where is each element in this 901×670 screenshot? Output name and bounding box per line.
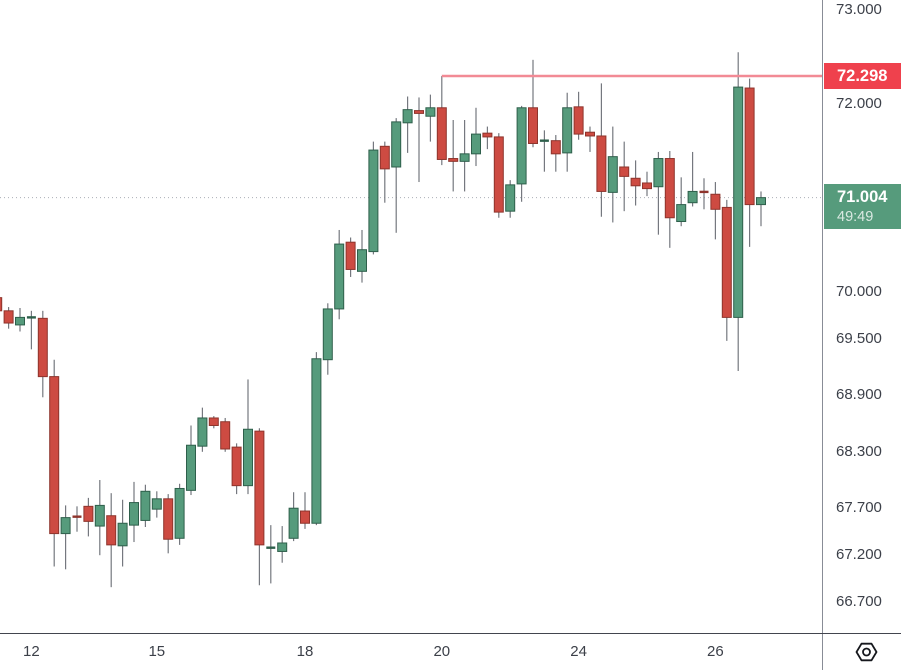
candle-body	[642, 182, 652, 190]
candle-body	[208, 417, 219, 426]
candle-body	[311, 358, 322, 524]
candle-body	[174, 487, 185, 539]
candle-body	[550, 140, 561, 155]
candle-body	[528, 107, 538, 144]
candle-body	[562, 107, 573, 154]
candle-body	[414, 110, 424, 114]
candle-body	[368, 149, 379, 253]
candle-body	[357, 249, 367, 272]
candle-body	[493, 136, 504, 213]
candle-body	[676, 204, 687, 223]
candle-body	[334, 243, 345, 310]
candle-body	[243, 428, 253, 487]
candle-body	[277, 542, 288, 552]
candle-body	[744, 87, 755, 206]
axis-corner-separator	[822, 634, 823, 670]
price-axis-label: 67.700	[836, 499, 882, 517]
candle-body	[653, 158, 664, 188]
time-axis-label: 15	[148, 643, 166, 660]
candle-body	[448, 158, 459, 162]
scale-settings-gear-button[interactable]	[844, 637, 888, 667]
candle-body	[687, 190, 698, 204]
candle-body	[756, 197, 766, 206]
alert-price-badge[interactable]: 72.298	[824, 63, 901, 89]
candle-body	[459, 153, 470, 162]
price-axis-label: 68.300	[836, 442, 882, 460]
candle-body	[573, 106, 584, 135]
time-axis[interactable]: 12 15 18 20 24 26	[0, 633, 901, 670]
candle-body	[345, 241, 356, 270]
candle-body	[0, 297, 3, 312]
candle-body	[94, 504, 105, 527]
candle-body	[220, 421, 231, 450]
candle-body	[151, 498, 162, 510]
price-axis-label: 69.500	[836, 330, 882, 347]
candle-body	[83, 505, 94, 522]
candle-body	[140, 490, 151, 521]
candle-body	[3, 310, 14, 324]
settings-gear-icon	[855, 642, 877, 662]
price-axis[interactable]: 66.700 67.200 67.700 68.300 68.900 69.500 70.0…	[822, 0, 901, 633]
candle-body	[471, 133, 481, 155]
last-price-value: 71.004	[837, 187, 888, 206]
candle-body	[391, 121, 402, 168]
price-axis-label: 66.700	[836, 593, 882, 611]
candle-body	[482, 132, 493, 138]
time-axis-label: 26	[707, 643, 724, 660]
candle-body	[721, 206, 732, 318]
price-axis-label: 72.000	[836, 95, 882, 112]
candle-body	[266, 546, 276, 549]
alert-price-value: 72.298	[837, 66, 888, 85]
candle-body	[300, 510, 310, 524]
candle-body	[72, 515, 82, 518]
candle-body	[664, 158, 675, 219]
price-axis-label: 67.200	[836, 546, 882, 564]
candle-body	[733, 86, 744, 318]
candle-body	[60, 517, 71, 535]
candle-body	[288, 507, 299, 539]
time-axis-label: 12	[23, 643, 40, 660]
candle-body	[231, 446, 242, 487]
time-axis-label: 20	[433, 643, 451, 660]
candle-body	[322, 308, 333, 361]
candle-body	[129, 502, 139, 526]
candle-body	[596, 135, 607, 192]
candle-body	[436, 107, 447, 160]
price-axis-label: 73.000	[836, 1, 882, 18]
candle-body	[505, 184, 516, 212]
candle-body	[425, 107, 436, 117]
price-axis-label: 70.000	[836, 283, 882, 300]
candle-body	[539, 139, 549, 142]
candle-body	[699, 190, 709, 194]
bar-countdown: 49:49	[837, 208, 874, 225]
candle-body	[607, 156, 618, 193]
candle-body	[516, 107, 527, 185]
candle-body	[197, 417, 208, 447]
candle-body	[15, 316, 25, 326]
candle-body	[106, 515, 117, 546]
candle-body	[163, 498, 174, 540]
candle-body	[585, 131, 595, 137]
candle-body	[619, 166, 630, 177]
time-axis-label: 24	[570, 643, 587, 660]
candle-body	[402, 109, 413, 124]
candlestick-chart[interactable]	[0, 0, 822, 633]
candle-body	[49, 376, 60, 535]
candle-body	[26, 316, 36, 319]
candle-body	[379, 145, 390, 170]
candle-body	[186, 444, 196, 491]
candle-body	[254, 430, 265, 546]
time-axis-label: 18	[296, 643, 314, 660]
last-price-badge: 71.004 49:49	[824, 184, 901, 230]
candle-body	[37, 317, 48, 378]
price-axis-label: 68.900	[836, 386, 882, 404]
candle-body	[117, 522, 128, 547]
candle-body	[630, 177, 641, 187]
candle-body	[710, 193, 721, 210]
